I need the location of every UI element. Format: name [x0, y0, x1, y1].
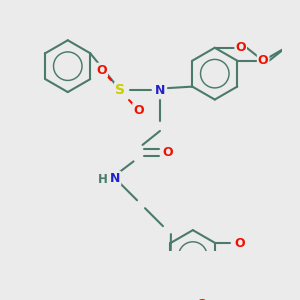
Text: N: N	[110, 172, 120, 185]
Text: O: O	[96, 64, 107, 77]
Text: O: O	[133, 103, 144, 116]
Text: O: O	[163, 146, 173, 159]
Text: O: O	[197, 298, 208, 300]
Text: N: N	[155, 84, 165, 97]
Text: O: O	[236, 41, 246, 54]
Text: O: O	[258, 54, 268, 67]
Text: S: S	[115, 83, 125, 97]
Text: O: O	[234, 237, 244, 250]
Text: H: H	[98, 173, 108, 186]
